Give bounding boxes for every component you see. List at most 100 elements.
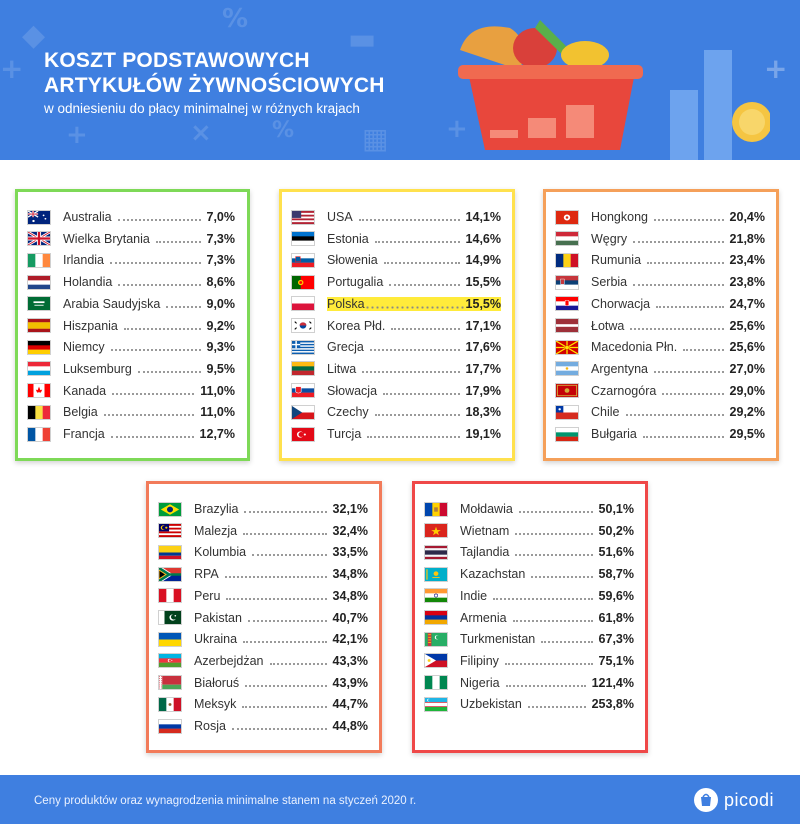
dot-leader — [362, 370, 460, 373]
country-name: USA — [327, 210, 353, 224]
country-name: Kolumbia — [194, 545, 247, 560]
table-row: Australia 7,0% — [27, 207, 235, 227]
country-name: Australia — [63, 210, 112, 224]
table-row: Chorwacja 24,7% — [555, 294, 765, 314]
table-row: Nigeria 121,4% — [424, 673, 634, 693]
uzbekistan-flag — [424, 696, 448, 712]
chile-flag — [555, 404, 579, 420]
country-name: Holandia — [63, 275, 113, 290]
lithuania-flag — [291, 361, 315, 377]
dot-leader — [103, 414, 195, 417]
dot-leader — [630, 327, 724, 330]
malaysia-flag — [158, 523, 182, 539]
table-row: Indie 59,6% — [424, 586, 634, 606]
percent-value: 19,1% — [465, 427, 501, 441]
colombia-flag — [158, 544, 182, 560]
calculator-icon: ▦ — [362, 122, 389, 155]
percent-value: 8,6% — [206, 275, 236, 290]
luxembourg-flag — [27, 361, 51, 377]
pakistan-flag — [158, 610, 182, 625]
percent-value: 17,7% — [465, 361, 501, 376]
country-name: Ukraina — [194, 632, 238, 647]
percent-value: 14,1% — [465, 210, 501, 224]
table-row: Ukraina 42,1% — [158, 629, 368, 649]
percent-value: 20,4% — [729, 210, 765, 224]
percent-value: 34,8% — [332, 567, 368, 582]
country-name: Portugalia — [327, 275, 384, 290]
south-africa-flag — [158, 566, 182, 582]
country-name: Rosja — [194, 719, 226, 733]
country-name: Niemcy — [63, 340, 105, 355]
percent-value: 7,3% — [206, 253, 236, 268]
country-name: Arabia Saudyjska — [63, 296, 161, 311]
country-name: Słowenia — [327, 253, 378, 268]
percent-value: 59,6% — [598, 588, 634, 603]
percent-value: 18,3% — [465, 405, 501, 420]
saudi-arabia-flag — [27, 296, 51, 312]
percent-value: 29,5% — [729, 427, 765, 441]
dot-leader — [653, 370, 724, 373]
table-row: Kazachstan 58,7% — [424, 564, 634, 584]
plus-icon-3: + — [446, 114, 468, 144]
table-row: Estonia 14,6% — [291, 229, 501, 249]
dot-leader — [118, 284, 201, 287]
logo-text: picodi — [724, 789, 775, 810]
table-row: Portugalia 15,5% — [291, 272, 501, 292]
country-name: Chorwacja — [591, 296, 651, 311]
dot-leader — [662, 392, 724, 395]
percent-value: 32,1% — [332, 502, 368, 516]
country-name: Czarnogóra — [591, 383, 657, 398]
table-row: Kanada 11,0% — [27, 381, 235, 401]
dot-leader — [231, 728, 327, 730]
wallet-icon: ▬ — [348, 22, 377, 57]
peru-flag — [158, 588, 182, 604]
country-name: Korea Płd. — [327, 318, 386, 333]
spain-flag — [27, 318, 51, 333]
table-row: Brazylia 32,1% — [158, 499, 368, 519]
dot-leader — [166, 305, 201, 308]
percent-value: 33,5% — [332, 545, 368, 560]
turkmenistan-flag — [424, 631, 448, 647]
percent-value: 50,2% — [598, 523, 634, 538]
country-name: Turkmenistan — [460, 632, 536, 647]
title-line-2: ARTYKUŁÓW ŻYWNOŚCIOWYCH — [44, 74, 385, 97]
vietnam-flag — [424, 523, 448, 539]
table-row: Macedonia Płn. 25,6% — [555, 337, 765, 357]
table-row: Kolumbia 33,5% — [158, 542, 368, 562]
table-row: Turkmenistan 67,3% — [424, 629, 634, 649]
percent-value: 24,7% — [729, 296, 765, 311]
dot-leader — [527, 706, 586, 709]
country-name: Białoruś — [194, 675, 240, 690]
dot-leader — [123, 327, 201, 330]
brazil-flag — [158, 501, 182, 517]
table-row: Słowacja 17,9% — [291, 381, 501, 401]
percent-icon: % — [222, 4, 249, 34]
table-row: Francja 12,7% — [27, 424, 235, 444]
country-name: Kazachstan — [460, 567, 526, 582]
percent-value: 21,8% — [729, 231, 765, 246]
plus-icon: + — [0, 52, 24, 85]
country-name: Macedonia Płn. — [591, 340, 678, 355]
country-name: Belgia — [63, 405, 98, 420]
moldova-flag — [424, 501, 448, 517]
table-row: Belgia 11,0% — [27, 402, 235, 422]
country-name: Hiszpania — [63, 318, 118, 333]
percent-value: 23,4% — [729, 253, 765, 268]
percent-value: 17,6% — [465, 340, 501, 355]
country-name: Wietnam — [460, 523, 510, 538]
percent-value: 17,9% — [465, 383, 501, 398]
country-name: Armenia — [460, 610, 507, 625]
title-line-1: KOSZT PODSTAWOWYCH — [44, 49, 310, 72]
table-row: Białoruś 43,9% — [158, 673, 368, 693]
plus-icon-4: + — [764, 52, 788, 85]
percent-value: 7,3% — [206, 231, 236, 246]
bulgaria-flag — [555, 426, 579, 442]
table-row: Łotwa 25,6% — [555, 316, 765, 336]
percent-value: 9,5% — [206, 361, 236, 376]
dot-leader — [642, 436, 724, 438]
table-row: Armenia 61,8% — [424, 608, 634, 628]
table-row: Bułgaria 29,5% — [555, 424, 765, 444]
subtitle: w odniesieniu do płacy minimalnej w różn… — [44, 101, 360, 116]
percent-value: 17,1% — [465, 318, 501, 333]
dot-leader — [269, 662, 327, 665]
